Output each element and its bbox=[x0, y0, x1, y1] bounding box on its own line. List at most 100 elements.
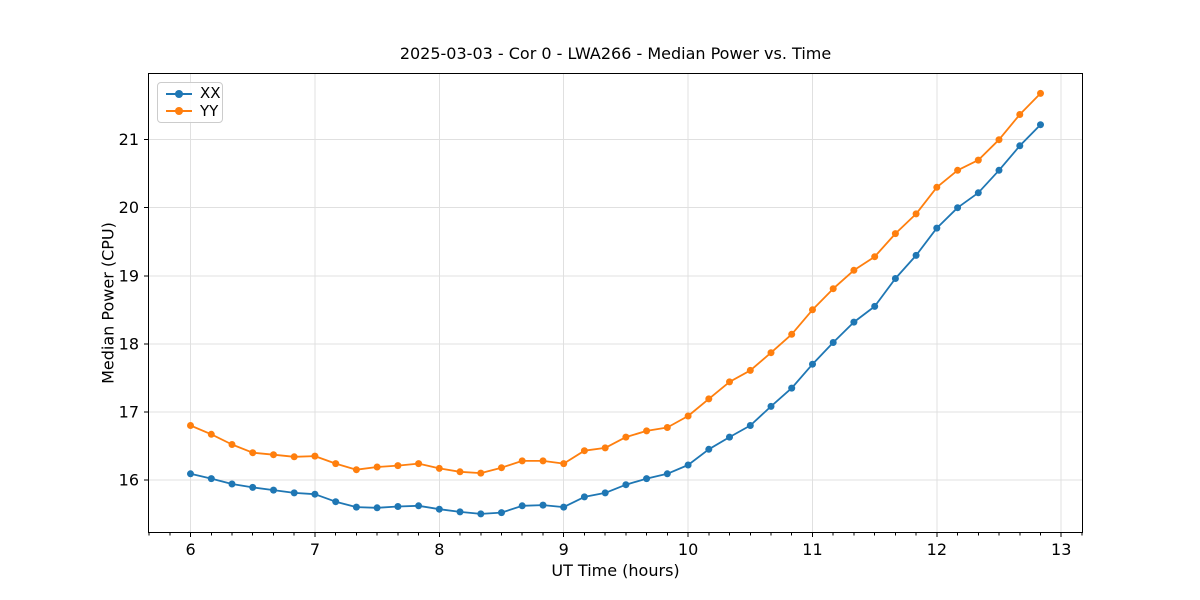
ticks bbox=[144, 139, 1083, 537]
data-point-yy bbox=[684, 412, 692, 420]
plot-border bbox=[148, 73, 1083, 533]
x-tick-label: 9 bbox=[559, 540, 569, 559]
data-point-yy bbox=[995, 136, 1003, 144]
data-point-xx bbox=[435, 505, 443, 513]
data-point-xx bbox=[228, 480, 236, 488]
data-point-yy bbox=[352, 466, 360, 474]
data-point-xx bbox=[622, 481, 630, 489]
data-point-yy bbox=[456, 468, 464, 476]
data-point-xx bbox=[663, 470, 671, 478]
y-tick-label: 18 bbox=[119, 334, 139, 353]
x-tick-label: 11 bbox=[802, 540, 822, 559]
legend-row-yy: YY bbox=[164, 103, 222, 119]
data-point-xx bbox=[207, 475, 215, 483]
data-point-yy bbox=[622, 433, 630, 441]
data-point-yy bbox=[809, 306, 816, 314]
data-point-yy bbox=[726, 378, 733, 386]
data-point-xx bbox=[912, 251, 920, 259]
data-point-xx bbox=[394, 503, 402, 510]
data-point-xx bbox=[539, 501, 547, 509]
data-point-xx bbox=[601, 489, 609, 497]
x-tick-label: 6 bbox=[185, 540, 195, 559]
series-line-yy bbox=[190, 92, 1042, 474]
data-point-xx bbox=[311, 490, 319, 498]
data-point-yy bbox=[1037, 89, 1044, 97]
data-point-yy bbox=[498, 464, 505, 472]
data-point-xx bbox=[477, 510, 485, 518]
data-point-xx bbox=[933, 224, 941, 232]
legend-row-xx: XX bbox=[164, 86, 222, 102]
data-point-xx bbox=[1037, 121, 1044, 129]
data-point-yy bbox=[767, 349, 775, 357]
data-point-yy bbox=[601, 444, 609, 452]
data-point-xx bbox=[995, 166, 1003, 174]
data-point-xx bbox=[954, 204, 962, 212]
data-point-yy bbox=[871, 253, 879, 261]
data-point-yy bbox=[373, 463, 381, 471]
data-point-xx bbox=[270, 486, 277, 494]
x-tick-label: 12 bbox=[927, 540, 947, 559]
y-tick-label: 16 bbox=[119, 470, 139, 489]
data-point-yy bbox=[518, 457, 526, 465]
data-point-yy bbox=[850, 266, 858, 274]
data-point-yy bbox=[228, 441, 236, 448]
x-tick-label: 13 bbox=[1051, 540, 1071, 559]
x-tick-label: 8 bbox=[434, 540, 444, 559]
data-point-xx bbox=[684, 461, 692, 469]
data-point-xx bbox=[1016, 142, 1024, 150]
data-point-yy bbox=[974, 156, 982, 164]
data-point-xx bbox=[891, 275, 899, 282]
legend: XX YY bbox=[157, 82, 223, 123]
data-point-yy bbox=[415, 460, 423, 468]
legend-label-yy: YY bbox=[200, 101, 219, 120]
data-point-xx bbox=[871, 302, 879, 310]
data-point-yy bbox=[539, 457, 547, 465]
y-tick-label: 17 bbox=[119, 402, 139, 421]
data-point-xx bbox=[767, 402, 775, 410]
x-axis-label: UT Time (hours) bbox=[551, 561, 680, 580]
data-point-xx bbox=[726, 433, 733, 441]
data-point-xx bbox=[580, 493, 588, 501]
data-point-xx bbox=[974, 189, 982, 197]
data-point-yy bbox=[954, 166, 962, 174]
data-point-yy bbox=[912, 210, 920, 218]
data-point-yy bbox=[187, 422, 194, 429]
data-point-yy bbox=[663, 424, 671, 431]
y-axis-label: Median Power (CPU) bbox=[98, 222, 118, 384]
data-point-yy bbox=[332, 460, 340, 468]
data-point-xx bbox=[290, 489, 298, 497]
legend-label-xx: XX bbox=[200, 84, 221, 103]
y-tick-label: 19 bbox=[119, 266, 139, 285]
data-point-yy bbox=[560, 460, 568, 468]
series-line-xx bbox=[190, 124, 1042, 515]
data-point-yy bbox=[477, 469, 485, 477]
data-point-xx bbox=[643, 475, 651, 483]
legend-line-marker-yy-icon bbox=[166, 107, 192, 116]
data-point-xx bbox=[788, 384, 796, 392]
data-point-xx bbox=[746, 422, 754, 429]
data-point-yy bbox=[394, 462, 402, 470]
data-point-yy bbox=[746, 366, 754, 374]
data-point-yy bbox=[1016, 111, 1024, 118]
data-point-yy bbox=[270, 451, 277, 459]
data-point-xx bbox=[373, 504, 381, 512]
data-point-yy bbox=[249, 449, 257, 457]
data-point-xx bbox=[518, 502, 526, 510]
data-point-xx bbox=[415, 502, 423, 510]
series-xx bbox=[187, 121, 1044, 518]
data-point-xx bbox=[850, 318, 858, 326]
data-point-xx bbox=[187, 470, 194, 478]
data-point-yy bbox=[933, 183, 941, 191]
data-point-yy bbox=[207, 430, 215, 438]
data-point-yy bbox=[311, 452, 319, 460]
data-point-yy bbox=[829, 285, 837, 293]
data-point-yy bbox=[891, 230, 899, 238]
data-point-yy bbox=[643, 427, 651, 435]
data-point-xx bbox=[456, 508, 464, 516]
y-tick-label: 21 bbox=[119, 130, 139, 149]
data-point-xx bbox=[332, 498, 340, 506]
data-point-xx bbox=[249, 483, 257, 491]
data-point-xx bbox=[829, 339, 837, 346]
